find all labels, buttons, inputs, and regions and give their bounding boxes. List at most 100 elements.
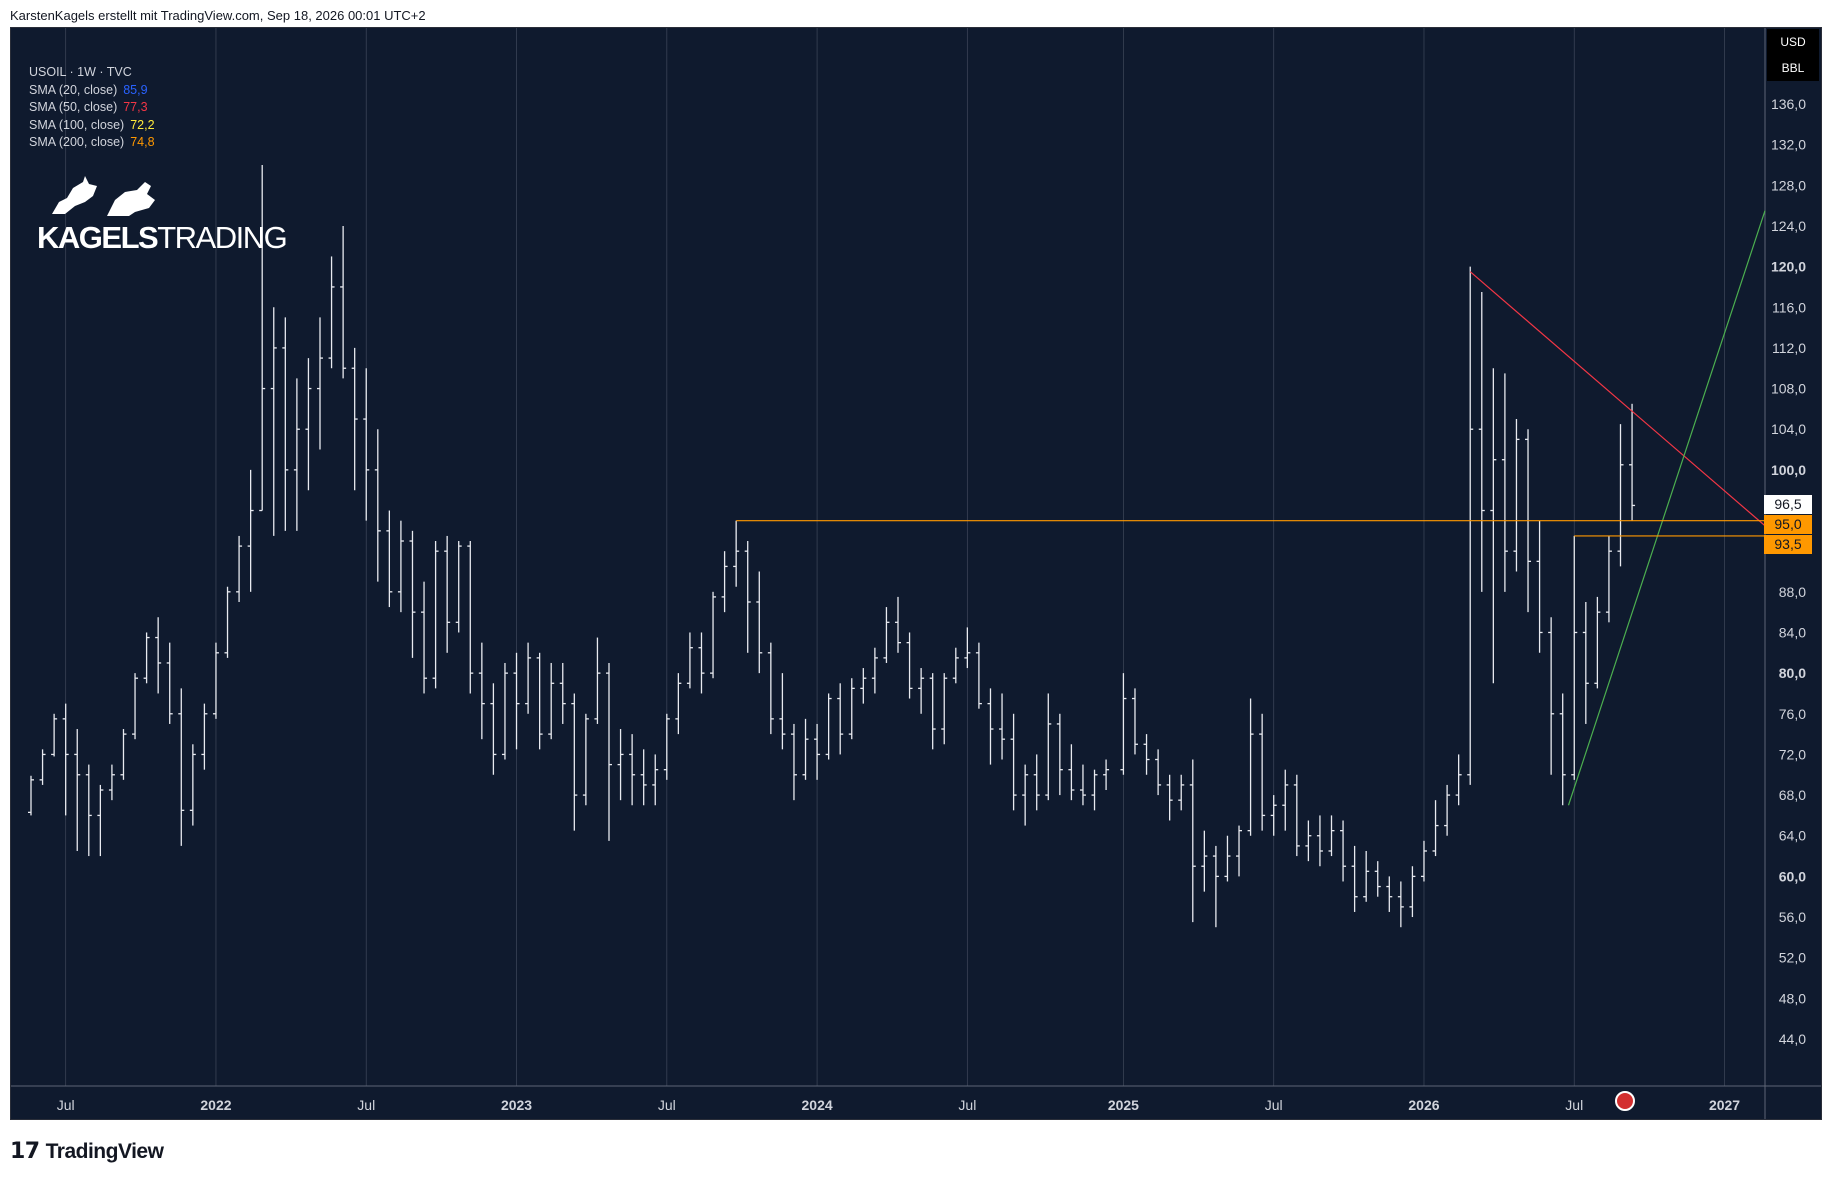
ohlc-bar xyxy=(790,723,797,801)
ohlc-bar xyxy=(837,683,844,755)
price-tick-label: 44,0 xyxy=(1779,1031,1806,1047)
ohlc-bar xyxy=(918,668,925,714)
indicator-label: SMA (100, close) xyxy=(29,117,125,132)
legend-indicator-row[interactable]: SMA (200, close) 74,8 xyxy=(29,134,155,152)
price-tick-label: 60,0 xyxy=(1779,868,1806,884)
price-tick-label: 104,0 xyxy=(1771,421,1806,437)
price-tag: 93,5 xyxy=(1764,534,1812,554)
ohlc-bar xyxy=(317,317,323,450)
ohlc-bar xyxy=(1571,535,1578,780)
time-tick-label: 2027 xyxy=(1709,1097,1740,1113)
indicator-value: 74,8 xyxy=(130,135,155,149)
ohlc-bar xyxy=(108,764,115,801)
ohlc-bar xyxy=(606,662,612,841)
price-tag: 95,0 xyxy=(1764,514,1812,534)
ohlc-bar xyxy=(444,535,451,653)
time-tick-label: Jul xyxy=(1265,1097,1283,1113)
price-tick-label: 52,0 xyxy=(1779,950,1806,966)
ohlc-bar xyxy=(1155,749,1162,796)
ohlc-bar xyxy=(1166,774,1173,821)
indicator-label: SMA (50, close) xyxy=(29,100,118,114)
ohlc-bar xyxy=(767,642,774,735)
ohlc-bar xyxy=(490,683,497,775)
trend-lines xyxy=(736,210,1766,806)
currency-label: USD xyxy=(1780,35,1806,49)
price-tick-label: 76,0 xyxy=(1779,706,1806,722)
currency-unit-box[interactable]: USD BBL xyxy=(1767,29,1819,81)
bull-bear-logo-icon xyxy=(52,176,155,216)
ohlc-bar xyxy=(779,673,786,750)
us-flag-icon[interactable] xyxy=(1615,1091,1635,1111)
plot-background xyxy=(11,28,1821,1119)
ohlc-bar xyxy=(710,591,717,679)
ohlc-bar xyxy=(1340,820,1347,882)
ohlc-bar xyxy=(1478,292,1485,592)
logo-wordmark: KAGELSTRADING xyxy=(37,220,288,256)
ohlc-bar xyxy=(952,647,959,684)
resistance-line[interactable] xyxy=(1469,271,1766,527)
ohlc-bar xyxy=(501,662,508,760)
ohlc-bar xyxy=(166,642,173,724)
tradingview-logo[interactable]: 𝟭𝟳 TradingView xyxy=(10,1138,164,1164)
ohlc-bar xyxy=(525,642,532,714)
price-tick-label: 112,0 xyxy=(1772,340,1806,356)
ohlc-bar xyxy=(178,688,185,846)
chart-area[interactable]: 44,0 48,0 52,0 56,0 60,0 64,0 68,0 72,0 76,0 80,0… xyxy=(10,27,1822,1120)
ohlc-bar xyxy=(386,510,393,608)
ohlc-bar xyxy=(698,632,705,694)
price-axis: 44,0 48,0 52,0 56,0 60,0 64,0 68,0 72,0 76,0 80,0… xyxy=(1771,96,1806,1047)
legend-indicator-row[interactable]: SMA (100, close) 72,2 xyxy=(29,117,155,135)
legend-indicator-row[interactable]: SMA (50, close) 77,3 xyxy=(29,99,155,117)
ohlc-bar xyxy=(282,317,289,531)
ohlc-bar xyxy=(85,764,92,857)
price-chart[interactable]: 44,0 48,0 52,0 56,0 60,0 64,0 68,0 72,0 76,0 80,0… xyxy=(11,28,1821,1119)
ohlc-bar xyxy=(1091,769,1098,811)
ohlc-bar xyxy=(1467,266,1474,785)
time-tick-label: 2024 xyxy=(802,1097,833,1113)
ohlc-bar xyxy=(814,723,821,780)
ohlc-bar xyxy=(1328,815,1335,857)
ohlc-bar xyxy=(455,541,462,633)
ohlc-bar xyxy=(1594,596,1601,689)
price-tick-label: 120,0 xyxy=(1771,259,1806,275)
ohlc-bar xyxy=(663,713,670,780)
ohlc-bar xyxy=(397,520,404,613)
ohlc-bar xyxy=(1386,876,1393,912)
ohlc-bar xyxy=(1432,800,1439,857)
ohlc-bar xyxy=(929,673,936,750)
kagels-trading-logo: KAGELSTRADING xyxy=(37,172,307,255)
ohlc-bar xyxy=(975,642,982,709)
price-tick-label: 108,0 xyxy=(1771,381,1806,397)
chart-legend: USOIL · 1W · TVC SMA (20, close) 85,9 SMA … xyxy=(29,64,155,152)
ohlc-bar xyxy=(1045,693,1052,801)
ohlc-bar xyxy=(987,688,994,765)
ohlc-bar xyxy=(201,703,208,770)
ohlc-bar xyxy=(478,642,485,740)
ohlc-bar xyxy=(340,225,347,379)
ohlc-bar xyxy=(1103,759,1110,791)
ohlc-bar xyxy=(756,571,763,674)
ohlc-bar xyxy=(1282,769,1289,831)
support-line[interactable] xyxy=(1567,210,1766,806)
symbol-title: USOIL · 1W · TVC xyxy=(29,65,132,79)
ohlc-bar xyxy=(1409,866,1416,918)
ohlc-bar xyxy=(224,586,231,658)
time-tick-label: 2023 xyxy=(501,1097,532,1113)
legend-indicator-row[interactable]: SMA (20, close) 85,9 xyxy=(29,82,155,100)
price-tick-label: 88,0 xyxy=(1779,584,1806,600)
ohlc-bar xyxy=(1490,368,1497,684)
ohlc-bar xyxy=(1143,734,1150,775)
ohlc-bar xyxy=(513,652,520,750)
time-tick-label: Jul xyxy=(658,1097,676,1113)
ohlc-bar xyxy=(1212,845,1219,928)
tradingview-logo-text: TradingView xyxy=(45,1140,164,1163)
ohlc-bar xyxy=(744,541,751,653)
price-tick-label: 72,0 xyxy=(1779,746,1806,762)
ohlc-bar xyxy=(189,744,196,826)
ohlc-bar xyxy=(1420,840,1427,882)
ohlc-bar xyxy=(212,642,219,719)
ohlc-bar xyxy=(1068,744,1075,801)
ohlc-bar xyxy=(1010,713,1017,811)
indicator-value: 72,2 xyxy=(130,117,155,132)
ohlc-bar xyxy=(143,632,150,684)
